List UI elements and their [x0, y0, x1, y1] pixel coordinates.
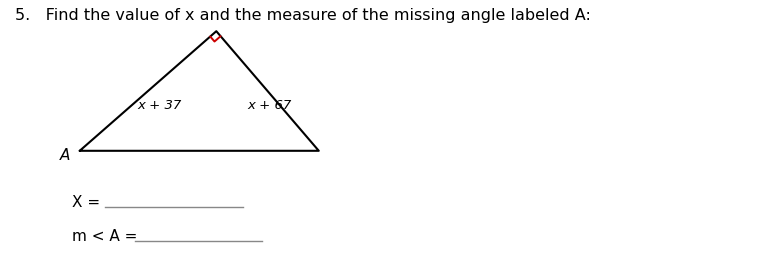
- Text: x + 37: x + 37: [137, 99, 181, 112]
- Text: x + 67: x + 67: [247, 99, 291, 112]
- Text: A: A: [59, 148, 70, 164]
- Text: m < A =: m < A =: [72, 229, 143, 244]
- Text: 5.   Find the value of x and the measure of the missing angle labeled A:: 5. Find the value of x and the measure o…: [15, 8, 591, 23]
- Text: X =: X =: [72, 195, 105, 210]
